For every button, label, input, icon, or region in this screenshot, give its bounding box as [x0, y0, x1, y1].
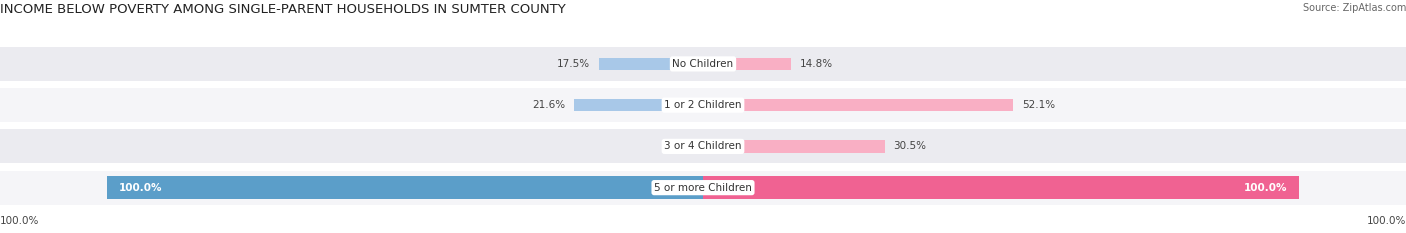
- Bar: [599, 58, 703, 70]
- Bar: [703, 99, 1014, 111]
- Text: 14.8%: 14.8%: [800, 59, 834, 69]
- Bar: [0, 88, 1406, 122]
- Text: 30.5%: 30.5%: [894, 141, 927, 151]
- Bar: [0, 171, 1406, 205]
- Text: 1 or 2 Children: 1 or 2 Children: [664, 100, 742, 110]
- Bar: [0, 47, 1406, 81]
- Text: No Children: No Children: [672, 59, 734, 69]
- Bar: [703, 176, 1299, 199]
- Bar: [0, 130, 1406, 163]
- Text: 100.0%: 100.0%: [0, 216, 39, 226]
- Text: INCOME BELOW POVERTY AMONG SINGLE-PARENT HOUSEHOLDS IN SUMTER COUNTY: INCOME BELOW POVERTY AMONG SINGLE-PARENT…: [0, 3, 565, 16]
- Bar: [574, 99, 703, 111]
- Bar: [107, 176, 703, 199]
- Text: Source: ZipAtlas.com: Source: ZipAtlas.com: [1302, 3, 1406, 13]
- Bar: [703, 140, 884, 153]
- Text: 52.1%: 52.1%: [1022, 100, 1056, 110]
- Text: 5 or more Children: 5 or more Children: [654, 183, 752, 193]
- Bar: [703, 58, 792, 70]
- Text: 100.0%: 100.0%: [120, 183, 163, 193]
- Text: 0.0%: 0.0%: [668, 141, 695, 151]
- Text: 100.0%: 100.0%: [1367, 216, 1406, 226]
- Text: 100.0%: 100.0%: [1243, 183, 1286, 193]
- Text: 21.6%: 21.6%: [533, 100, 565, 110]
- Text: 17.5%: 17.5%: [557, 59, 589, 69]
- Text: 3 or 4 Children: 3 or 4 Children: [664, 141, 742, 151]
